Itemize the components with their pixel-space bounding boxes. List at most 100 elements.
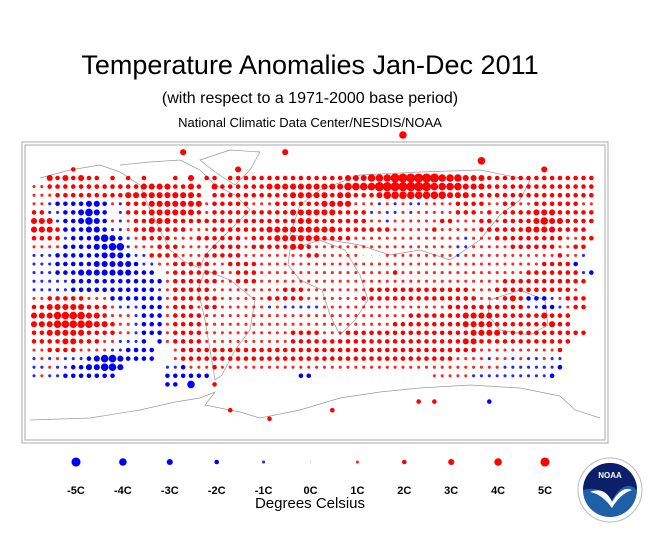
anomaly-dot [455,210,461,215]
anomaly-dot [541,192,547,198]
anomaly-dot [502,175,508,181]
anomaly-dot [589,175,594,181]
anomaly-dot [78,235,84,241]
anomaly-dot [134,322,138,326]
anomaly-dot [108,354,117,363]
legend-dot [540,457,550,467]
anomaly-dot [141,210,147,215]
anomaly-dot [212,382,217,387]
anomaly-dot [565,313,571,318]
anomaly-dot [432,210,436,214]
anomaly-dot [180,364,186,370]
anomaly-dot [205,245,209,249]
anomaly-dot [385,305,389,309]
legend-dot [448,458,455,466]
anomaly-dot [518,321,523,327]
anomaly-dot [566,245,570,249]
anomaly-dot [187,183,195,190]
anomaly-dot [40,262,44,266]
anomaly-dot [125,210,131,215]
anomaly-dot [40,348,44,352]
anomaly-dot [408,321,414,327]
anomaly-dot [196,270,202,275]
anomaly-dot [447,330,453,336]
anomaly-dot [377,219,381,223]
anomaly-dot [110,373,115,379]
anomaly-dot [479,279,484,283]
anomaly-dot [352,174,359,182]
anomaly-dot [424,347,429,353]
anomaly-dot [392,347,398,353]
anomaly-dot [463,287,469,293]
anomaly-dot [581,271,586,275]
anomaly-dot [573,192,578,198]
anomaly-dot [244,253,248,257]
anomaly-dot [164,209,171,216]
anomaly-dot [400,287,406,293]
anomaly-dot [424,365,429,369]
anomaly-dot [267,288,272,292]
anomaly-dot [377,279,381,283]
anomaly-dot [173,321,178,327]
anomaly-dot [464,253,468,257]
anomaly-dot [236,331,240,335]
anomaly-dot [95,348,99,352]
anomaly-dot [180,192,187,199]
anomaly-dot [267,279,272,283]
anomaly-dot [267,305,272,309]
anomaly-dot [56,245,60,249]
anomaly-dot [377,271,381,275]
anomaly-dot [244,365,248,369]
anomaly-dot [212,227,217,232]
anomaly-dot [573,330,578,336]
anomaly-dot [329,183,336,190]
anomaly-dot [401,245,405,249]
anomaly-dot [487,279,491,283]
anomaly-dot [141,347,147,353]
anomaly-dot [502,227,508,232]
anomaly-dot [63,288,67,292]
anomaly-dot [322,288,327,292]
anomaly-dot [55,184,60,189]
anomaly-dot [416,330,421,336]
anomaly-dot [78,329,85,336]
anomaly-dot [187,192,195,199]
anomaly-dot [479,218,484,224]
anomaly-dot [55,175,60,181]
anomaly-dot [439,321,445,327]
svg-text:NOAA: NOAA [598,471,622,480]
anomaly-dot [526,184,531,189]
legend-dot [494,458,502,466]
anomaly-dot [448,374,452,378]
anomaly-dot [581,235,586,241]
anomaly-dot [424,321,429,327]
legend-dot [402,459,407,465]
anomaly-dot [125,201,131,207]
anomaly-dot [495,357,499,361]
anomaly-dot [549,209,556,216]
anomaly-dot [213,331,217,335]
anomaly-dot [338,322,342,326]
anomaly-dot [409,279,413,283]
anomaly-dot [589,218,594,224]
anomaly-dot [479,365,484,369]
anomaly-dot [557,313,563,318]
anomaly-dot [78,296,84,301]
anomaly-dot [267,235,272,241]
anomaly-dot [243,227,249,232]
anomaly-dot [282,347,288,353]
anomaly-dot [69,320,78,329]
anomaly-dot [393,219,397,223]
anomaly-dot [251,244,257,250]
anomaly-dot [93,260,100,268]
anomaly-dot [86,304,92,310]
anomaly-dot [260,253,264,257]
anomaly-dot [55,192,60,198]
anomaly-dot [188,218,194,224]
anomaly-dot [110,278,115,284]
anomaly-dot [378,254,380,256]
anomaly-dot [534,296,539,301]
anomaly-dot [370,245,374,249]
anomaly-dot [573,175,578,181]
anomaly-dot [416,347,421,353]
